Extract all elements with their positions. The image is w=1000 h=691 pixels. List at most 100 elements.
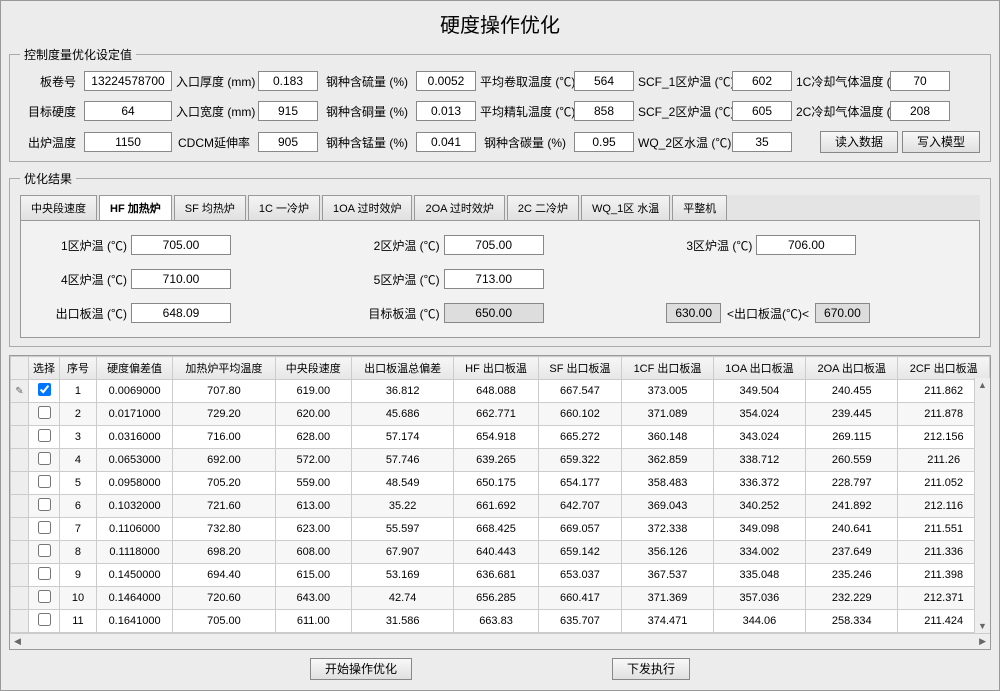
column-header[interactable]: HF 出口板温 (454, 357, 538, 380)
cell-value: 0.1032000 (96, 495, 172, 518)
start-optimize-button[interactable]: 开始操作优化 (310, 658, 412, 680)
column-header[interactable]: 2CF 出口板温 (898, 357, 990, 380)
cell-value: 669.057 (538, 518, 622, 541)
row-select-checkbox[interactable] (38, 406, 51, 419)
field-label: CDCM延伸率 (176, 134, 254, 151)
cell-value: 235.246 (806, 564, 898, 587)
zone-value[interactable]: 713.00 (444, 269, 544, 289)
column-header[interactable]: 出口板温总偏差 (351, 357, 453, 380)
zone-value[interactable]: 710.00 (131, 269, 231, 289)
field-value[interactable]: 1150 (84, 132, 172, 152)
field-value[interactable]: 605 (732, 101, 792, 121)
row-select-checkbox[interactable] (38, 521, 51, 534)
cell-value: 698.20 (173, 541, 275, 564)
tab-3[interactable]: 1C 一冷炉 (248, 195, 320, 220)
table-row[interactable]: 20.0171000729.20620.0045.686662.771660.1… (11, 403, 990, 426)
zone-value[interactable]: 706.00 (756, 235, 856, 255)
table-row[interactable]: 50.0958000705.20559.0048.549650.175654.1… (11, 472, 990, 495)
range-high: 670.00 (815, 303, 870, 323)
cell-value: 636.681 (454, 564, 538, 587)
field-value[interactable]: 13224578700 (84, 71, 172, 91)
zone-label: 1区炉温 (℃) (41, 237, 131, 254)
field-value[interactable]: 0.041 (416, 132, 476, 152)
row-select-checkbox[interactable] (38, 567, 51, 580)
table-row[interactable]: 90.1450000694.40615.0053.169636.681653.0… (11, 564, 990, 587)
field-value[interactable]: 64 (84, 101, 172, 121)
tab-6[interactable]: 2C 二冷炉 (507, 195, 579, 220)
tab-7[interactable]: WQ_1区 水温 (581, 195, 670, 220)
row-select-checkbox[interactable] (38, 475, 51, 488)
result-legend: 优化结果 (20, 170, 76, 187)
row-indicator (11, 472, 29, 495)
row-select-checkbox[interactable] (38, 429, 51, 442)
column-header[interactable]: 1CF 出口板温 (622, 357, 714, 380)
table-row[interactable]: 60.1032000721.60613.0035.22661.692642.70… (11, 495, 990, 518)
tab-0[interactable]: 中央段速度 (20, 195, 97, 220)
field-value[interactable]: 858 (574, 101, 634, 121)
column-header[interactable]: 硬度偏差值 (96, 357, 172, 380)
column-header[interactable]: SF 出口板温 (538, 357, 622, 380)
table-row[interactable]: 80.1118000698.20608.0067.907640.443659.1… (11, 541, 990, 564)
column-header[interactable]: 序号 (60, 357, 97, 380)
column-header[interactable]: 选择 (29, 357, 60, 380)
tab-4[interactable]: 1OA 过时效炉 (322, 195, 412, 220)
row-select-checkbox[interactable] (38, 383, 51, 396)
column-header[interactable]: 2OA 出口板温 (806, 357, 898, 380)
field-value[interactable]: 564 (574, 71, 634, 91)
vertical-scrollbar[interactable] (974, 378, 990, 633)
field-label: WQ_2区水温 (℃) (638, 134, 728, 151)
field-value[interactable]: 915 (258, 101, 318, 121)
table-row[interactable]: 30.0316000716.00628.0057.174654.918665.2… (11, 426, 990, 449)
dispatch-exec-button[interactable]: 下发执行 (612, 658, 690, 680)
main-window: 硬度操作优化 控制度量优化设定值 板卷号13224578700入口厚度 (mm)… (0, 0, 1000, 691)
column-header[interactable]: 中央段速度 (275, 357, 351, 380)
zone-value[interactable]: 650.00 (444, 303, 544, 323)
cell-value: 705.00 (173, 610, 275, 633)
table-row[interactable]: 40.0653000692.00572.0057.746639.265659.3… (11, 449, 990, 472)
row-select-checkbox[interactable] (38, 544, 51, 557)
cell-value: 0.1118000 (96, 541, 172, 564)
cell-value: 659.142 (538, 541, 622, 564)
cell-value: 354.024 (713, 403, 805, 426)
field-value[interactable]: 0.013 (416, 101, 476, 121)
cell-value: 356.126 (622, 541, 714, 564)
field-value[interactable]: 0.0052 (416, 71, 476, 91)
cell-value: 35.22 (351, 495, 453, 518)
cell-value: 654.918 (454, 426, 538, 449)
zone-value[interactable]: 705.00 (444, 235, 544, 255)
tab-2[interactable]: SF 均热炉 (174, 195, 246, 220)
write-model-button[interactable]: 写入模型 (902, 131, 980, 153)
table-row[interactable]: 70.1106000732.80623.0055.597668.425669.0… (11, 518, 990, 541)
table-row[interactable]: 100.1464000720.60643.0042.74656.285660.4… (11, 587, 990, 610)
cell-value: 660.102 (538, 403, 622, 426)
tab-1[interactable]: HF 加热炉 (99, 195, 172, 220)
field-value[interactable]: 0.183 (258, 71, 318, 91)
field-value[interactable]: 602 (732, 71, 792, 91)
settings-legend: 控制度量优化设定值 (20, 46, 136, 63)
field-value[interactable]: 0.95 (574, 132, 634, 152)
row-select-checkbox[interactable] (38, 613, 51, 626)
field-value[interactable]: 35 (732, 132, 792, 152)
cell-value: 373.005 (622, 380, 714, 403)
column-header[interactable]: 加热炉平均温度 (173, 357, 275, 380)
field-value[interactable]: 70 (890, 71, 950, 91)
row-select-checkbox[interactable] (38, 498, 51, 511)
horizontal-scrollbar[interactable] (10, 633, 990, 649)
cell-value: 336.372 (713, 472, 805, 495)
tab-5[interactable]: 2OA 过时效炉 (414, 195, 504, 220)
cell-value: 619.00 (275, 380, 351, 403)
field-value[interactable]: 208 (890, 101, 950, 121)
cell-seq: 11 (60, 610, 97, 633)
row-select-checkbox[interactable] (38, 452, 51, 465)
zone-value[interactable]: 705.00 (131, 235, 231, 255)
table-row[interactable]: 110.1641000705.00611.0031.586663.83635.7… (11, 610, 990, 633)
tab-8[interactable]: 平整机 (672, 195, 727, 220)
table-row[interactable]: ✎10.0069000707.80619.0036.812648.088667.… (11, 380, 990, 403)
read-data-button[interactable]: 读入数据 (820, 131, 898, 153)
zone-value[interactable]: 648.09 (131, 303, 231, 323)
column-header[interactable]: 1OA 出口板温 (713, 357, 805, 380)
field-value[interactable]: 905 (258, 132, 318, 152)
cell-value: 57.174 (351, 426, 453, 449)
cell-value: 611.00 (275, 610, 351, 633)
row-select-checkbox[interactable] (38, 590, 51, 603)
